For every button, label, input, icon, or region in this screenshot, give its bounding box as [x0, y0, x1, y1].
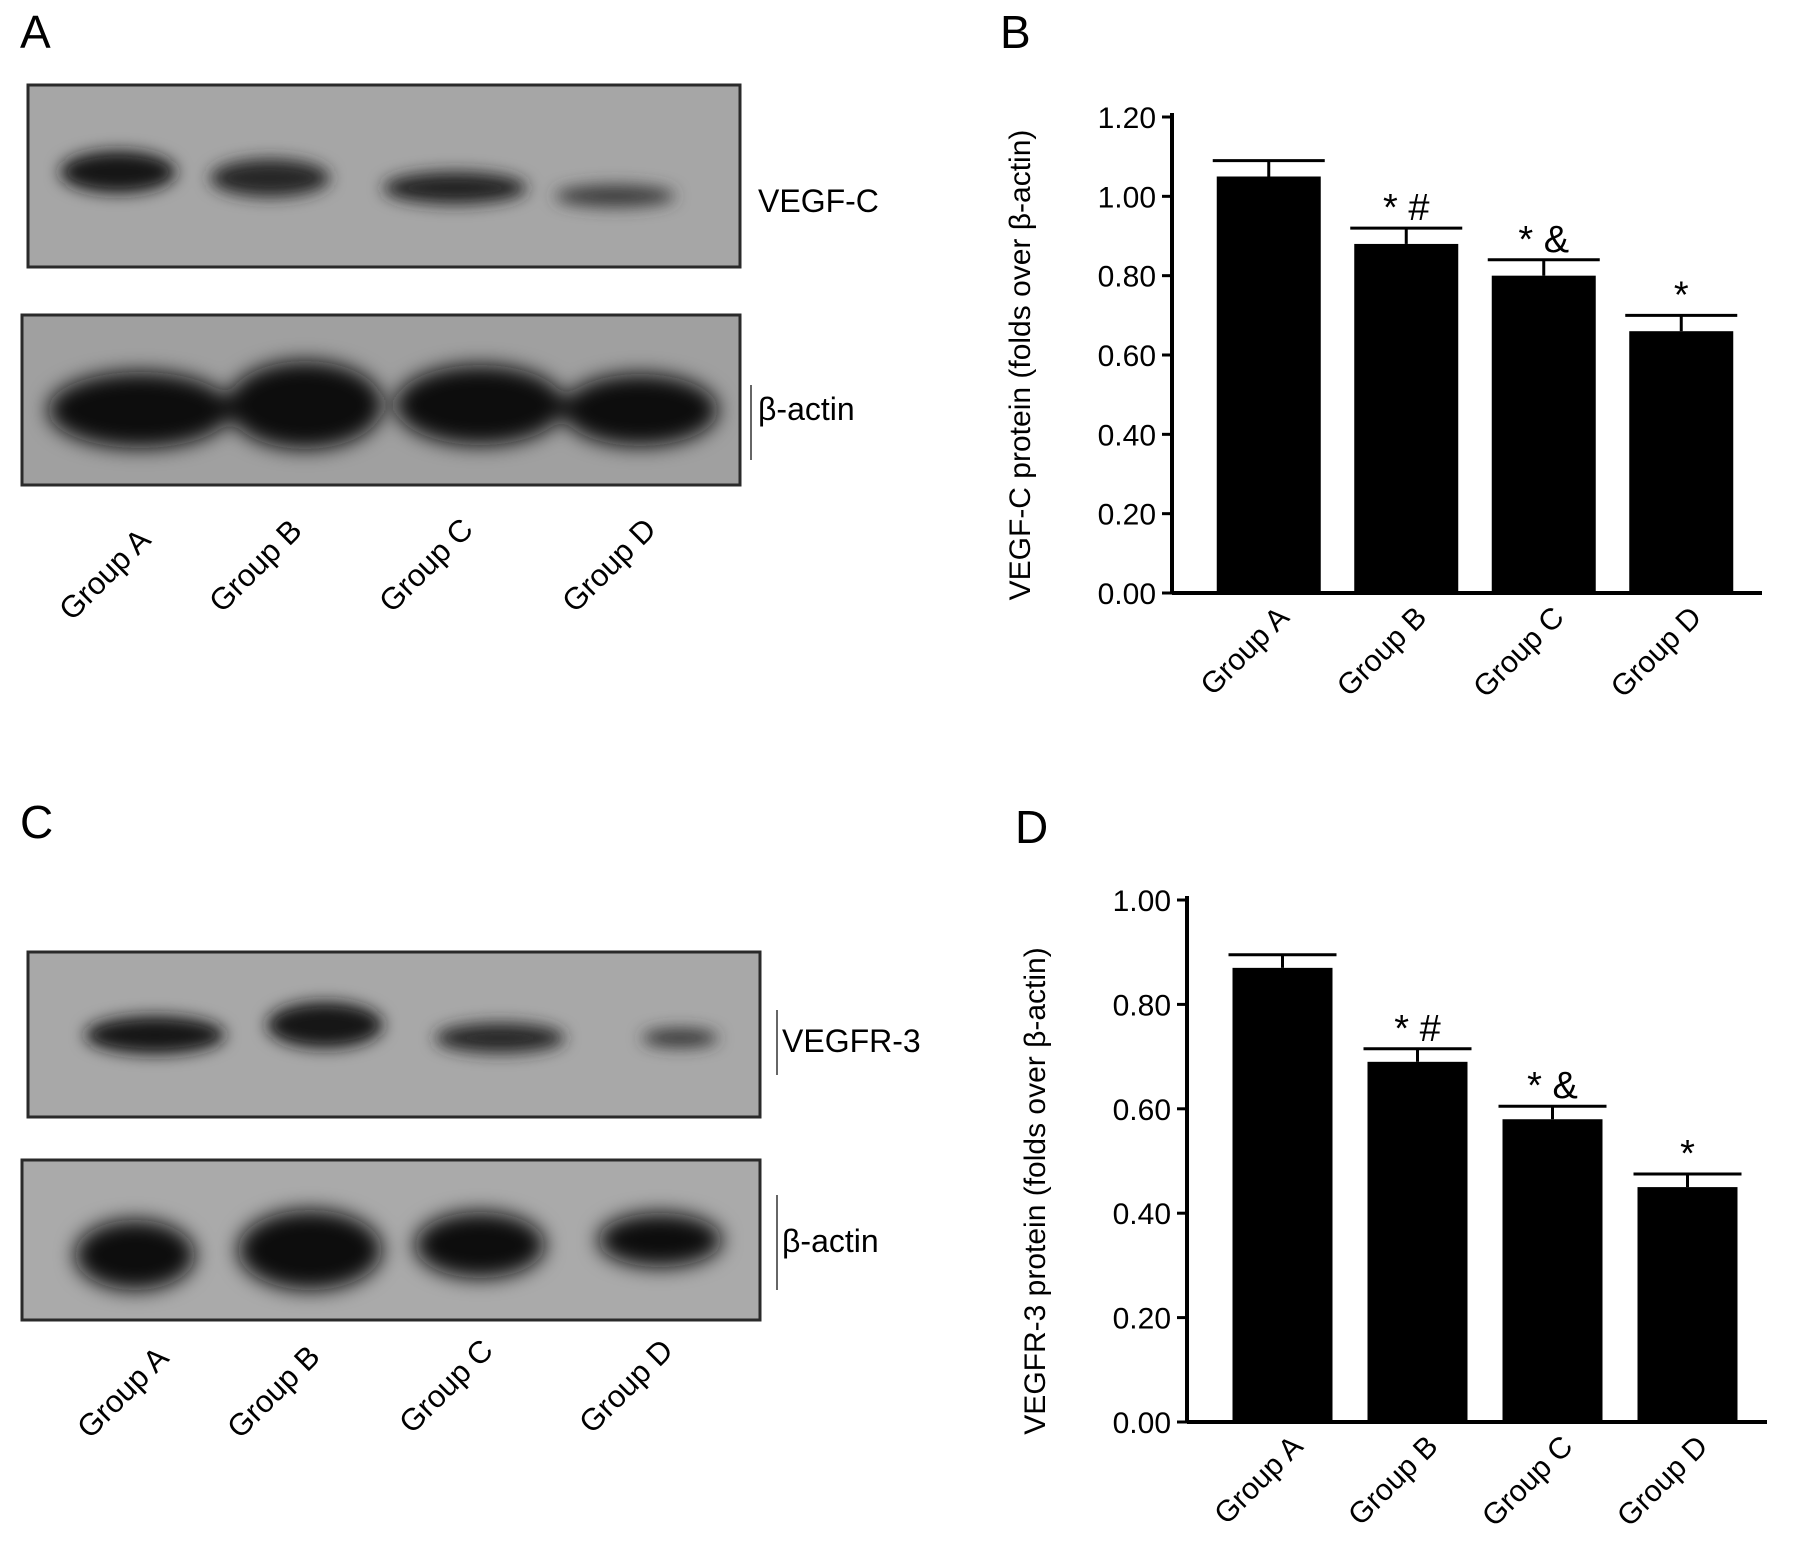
bands	[48, 361, 718, 449]
lane-label: Group B	[220, 1339, 326, 1445]
band-lane-4	[555, 185, 675, 207]
significance-marker: * #	[1383, 187, 1429, 229]
panel-label-d: D	[1015, 801, 1048, 853]
band-lane-2	[238, 1210, 382, 1290]
blot-label-beta-actin-a: β-actin	[758, 391, 855, 427]
y-tick-label: 0.20	[1098, 499, 1156, 532]
y-tick-label: 0.80	[1113, 989, 1171, 1022]
bar	[1629, 331, 1734, 593]
bar	[1216, 176, 1321, 593]
bar	[1491, 275, 1596, 593]
y-tick-label: 0.00	[1098, 578, 1156, 611]
y-tick-label: 1.00	[1098, 181, 1156, 214]
significance-marker: * #	[1394, 1008, 1440, 1050]
band-lane-2	[210, 159, 330, 197]
band-lane-4	[562, 374, 718, 446]
y-axis-title: VEGFR-3 protein (folds over β-actin)	[1019, 947, 1052, 1434]
blot-beta-actin-c	[20, 1158, 762, 1322]
y-tick-label: 0.20	[1113, 1303, 1171, 1336]
lane-label: Group D	[555, 511, 663, 619]
bar	[1637, 1187, 1738, 1422]
significance-marker: *	[1680, 1133, 1695, 1175]
bands	[60, 151, 675, 207]
blot-label-beta-actin-c: β-actin	[782, 1223, 879, 1259]
band-lane-2	[227, 361, 383, 449]
x-tick-label: Group C	[1476, 1430, 1580, 1534]
significance-marker: * &	[1527, 1065, 1578, 1107]
x-tick-label: Group D	[1605, 601, 1709, 705]
band-lane-1	[75, 1220, 195, 1290]
y-tick-label: 0.60	[1113, 1094, 1171, 1127]
blot-panel-a: VEGF-C β-actin Group A Group B Group C G…	[20, 83, 879, 627]
blot-label-vegf-c: VEGF-C	[758, 183, 879, 219]
bar	[1367, 1061, 1468, 1422]
y-tick-label: 0.80	[1098, 261, 1156, 294]
lane-label: Group C	[372, 511, 480, 619]
blot-vegfr-3	[26, 950, 762, 1119]
band-lane-2	[267, 1002, 383, 1048]
blot-label-vegfr-3: VEGFR-3	[782, 1023, 921, 1059]
band-lane-4	[642, 1029, 718, 1047]
panel-label-a: A	[20, 6, 51, 58]
y-tick-label: 1.00	[1113, 885, 1171, 918]
y-tick-label: 0.40	[1113, 1198, 1171, 1231]
x-tick-label: Group D	[1611, 1430, 1715, 1534]
bar-chart-vegfr-3: 0.00 0.20 0.40 0.60 0.80 1.00 VEGFR-3 protein …	[1019, 885, 1767, 1533]
y-tick-label: 0.60	[1098, 340, 1156, 373]
lane-label: Group B	[202, 513, 308, 619]
significance-marker: *	[1674, 274, 1689, 316]
bands	[75, 1210, 722, 1290]
panel-label-b: B	[1000, 6, 1031, 58]
band-lane-4	[598, 1213, 722, 1267]
blot-beta-actin-a	[20, 313, 742, 487]
band-lane-3	[395, 365, 565, 445]
bar-chart-vegf-c: 0.00 0.20 0.40 0.60 0.80 1.00 1.20 VEGF-C prote…	[1004, 102, 1762, 704]
bar	[1354, 243, 1459, 593]
band-lane-1	[60, 151, 176, 193]
panel-label-c: C	[20, 796, 53, 848]
x-tick-label: Group B	[1342, 1430, 1444, 1532]
blot-vegf-c	[26, 83, 742, 269]
lane-label: Group C	[392, 1332, 500, 1440]
x-tick-label: Group C	[1467, 601, 1571, 705]
lane-label: Group D	[572, 1332, 680, 1440]
bar	[1232, 967, 1333, 1422]
band-lane-1	[48, 372, 232, 448]
y-tick-label: 1.20	[1098, 102, 1156, 135]
lane-label: Group A	[52, 522, 157, 627]
lane-label: Group A	[70, 1340, 175, 1445]
x-tick-label: Group A	[1195, 601, 1296, 702]
y-axis-title: VEGF-C protein (folds over β-actin)	[1004, 130, 1037, 601]
band-lane-3	[415, 1212, 545, 1278]
y-tick-label: 0.40	[1098, 419, 1156, 452]
y-tick-label: 0.00	[1113, 1407, 1171, 1440]
band-lane-1	[85, 1016, 225, 1054]
significance-marker: * &	[1518, 219, 1569, 261]
band-lane-3	[435, 1023, 565, 1053]
x-tick-label: Group B	[1331, 601, 1433, 703]
x-tick-label: Group A	[1208, 1430, 1309, 1531]
bands	[85, 1002, 718, 1054]
bar	[1502, 1119, 1603, 1422]
band-lane-3	[383, 172, 527, 204]
blot-panel-c: VEGFR-3 β-actin Group A Group B Group C …	[20, 950, 921, 1445]
